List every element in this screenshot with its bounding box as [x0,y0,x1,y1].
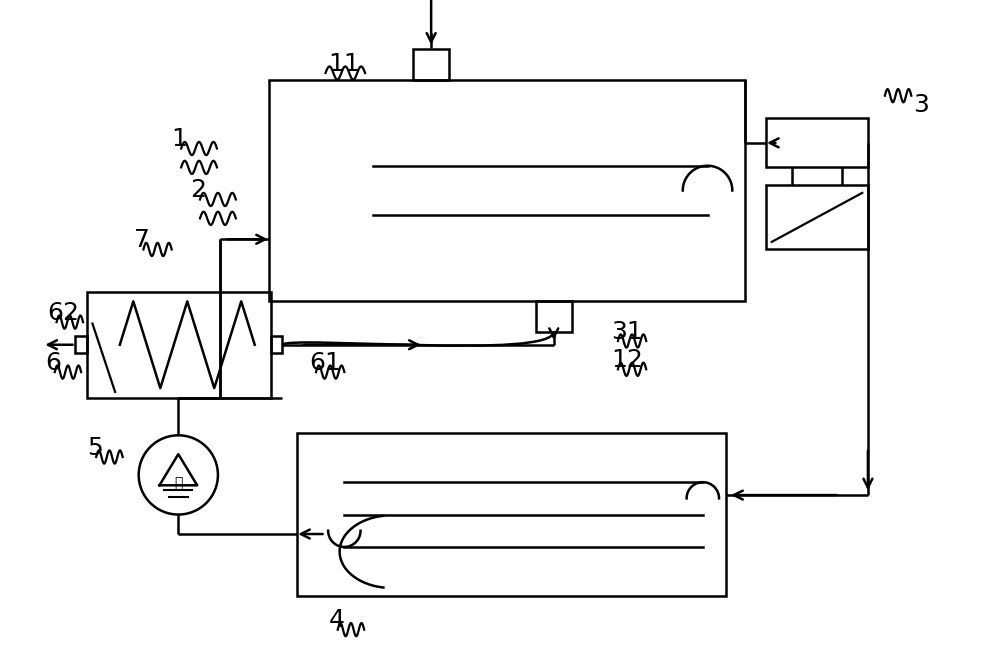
Bar [87,292,271,398]
Text: 7: 7 [134,228,150,252]
Bar [271,336,282,353]
Bar [75,336,87,353]
Bar [297,434,726,596]
Text: 3: 3 [913,93,929,117]
Text: 泵: 泵 [174,477,182,491]
Bar [766,185,868,250]
Text: 12: 12 [611,348,643,372]
Bar [536,301,572,331]
Text: 62: 62 [47,301,79,325]
Text: 5: 5 [87,436,103,459]
Text: 1: 1 [172,127,188,151]
Text: 6: 6 [45,351,61,374]
Text: 4: 4 [328,608,344,632]
Text: 31: 31 [611,319,643,343]
Text: 61: 61 [309,351,341,374]
Bar [413,49,449,80]
Text: 11: 11 [328,52,360,76]
Text: 2: 2 [191,178,207,202]
Bar [766,118,868,167]
Bar [269,80,745,301]
